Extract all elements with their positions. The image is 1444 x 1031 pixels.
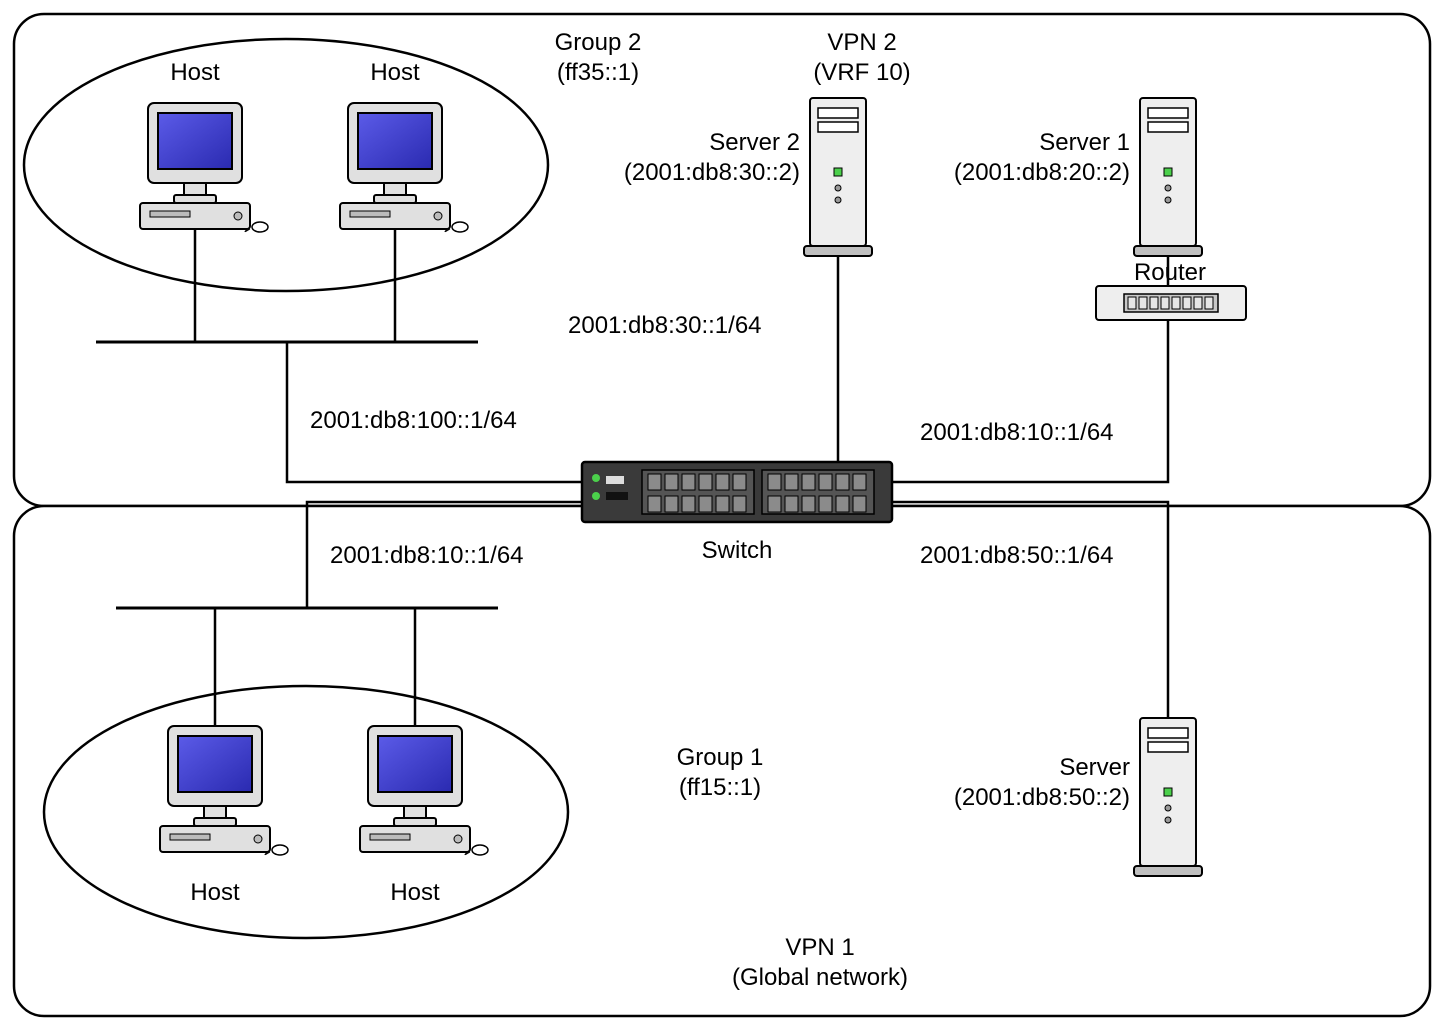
label-hostBot0: Host [190, 879, 240, 906]
label-addr_top_right: 2001:db8:10::1/64 [920, 419, 1114, 446]
label-hostBot1: Host [390, 879, 440, 906]
label-vpn1_l2: (Global network) [732, 964, 908, 991]
label-serverB_l1: Server [1059, 754, 1130, 781]
label-router: Router [1134, 259, 1206, 286]
label-group2_l2: (ff35::1) [557, 59, 639, 86]
label-hostTop1: Host [370, 59, 420, 86]
label-server1_l1: Server 1 [1039, 129, 1130, 156]
label-addr_bot_right: 2001:db8:50::1/64 [920, 542, 1114, 569]
label-server2_l1: Server 2 [709, 129, 800, 156]
label-serverB_l2: (2001:db8:50::2) [954, 784, 1130, 811]
server-2-icon [804, 98, 872, 256]
label-vpn2_l2: (VRF 10) [813, 59, 910, 86]
router-icon [1096, 286, 1246, 320]
server-1-icon [1134, 98, 1202, 256]
vpn-panel-top [14, 14, 1430, 506]
label-addr_bot_left: 2001:db8:10::1/64 [330, 542, 524, 569]
label-group1_l2: (ff15::1) [679, 774, 761, 801]
label-server1_l2: (2001:db8:20::2) [954, 159, 1130, 186]
label-addr_top_mid: 2001:db8:30::1/64 [568, 312, 762, 339]
label-switch: Switch [702, 537, 773, 564]
label-group1_l1: Group 1 [677, 744, 764, 771]
label-hostTop0: Host [170, 59, 220, 86]
label-vpn2_l1: VPN 2 [827, 29, 896, 56]
label-vpn1_l1: VPN 1 [785, 934, 854, 961]
server-bottom-icon [1134, 718, 1202, 876]
label-server2_l2: (2001:db8:30::2) [624, 159, 800, 186]
label-addr_top_left: 2001:db8:100::1/64 [310, 407, 517, 434]
switch-icon [582, 462, 892, 522]
label-group2_l1: Group 2 [555, 29, 642, 56]
